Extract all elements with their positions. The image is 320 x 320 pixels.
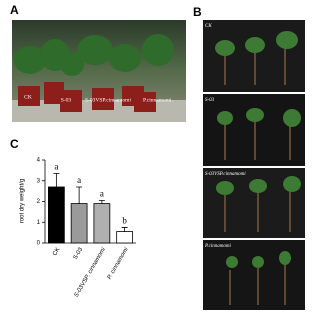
x-tick-label: CK <box>52 247 61 257</box>
photo-caption: CK <box>24 94 32 100</box>
photo-caption: CK <box>205 24 212 29</box>
significance-letter: b <box>122 216 127 226</box>
panel-label: B <box>193 5 202 19</box>
y-tick-label: 2 <box>37 199 41 205</box>
error-bar <box>121 227 128 232</box>
x-tick-label: S-03 <box>73 246 85 261</box>
photo-caption: S-03VSP.cinnamomi <box>205 172 246 177</box>
significance-letter: a <box>54 162 58 172</box>
photo-caption: S-03 <box>61 97 72 103</box>
bar <box>116 231 133 244</box>
photo-b <box>203 20 305 310</box>
y-tick-label: 0 <box>37 241 41 247</box>
bar <box>93 203 111 244</box>
x-tick-label: P. cinnamomi <box>107 246 130 280</box>
bar <box>70 203 88 244</box>
panel-label: C <box>10 137 19 151</box>
photo-caption: S-03 <box>205 98 215 103</box>
error-bar <box>53 173 60 187</box>
photo-caption: S-03VSP.cinnamomi <box>85 97 131 103</box>
photo-a <box>12 20 186 122</box>
error-bar <box>76 186 83 204</box>
y-tick-label: 3 <box>37 178 41 184</box>
bar <box>48 186 65 244</box>
significance-letter: a <box>100 189 104 199</box>
photo-caption: P.cinnamomi <box>204 244 231 249</box>
y-tick-label: 1 <box>37 220 41 226</box>
panel-label: A <box>10 3 19 17</box>
significance-letter: a <box>77 175 81 185</box>
photo-caption: P.cinnamomi. <box>143 97 174 103</box>
error-bar <box>98 200 105 204</box>
y-tick-label: 4 <box>37 158 41 164</box>
y-axis-title: root dry weight/g <box>20 179 26 223</box>
